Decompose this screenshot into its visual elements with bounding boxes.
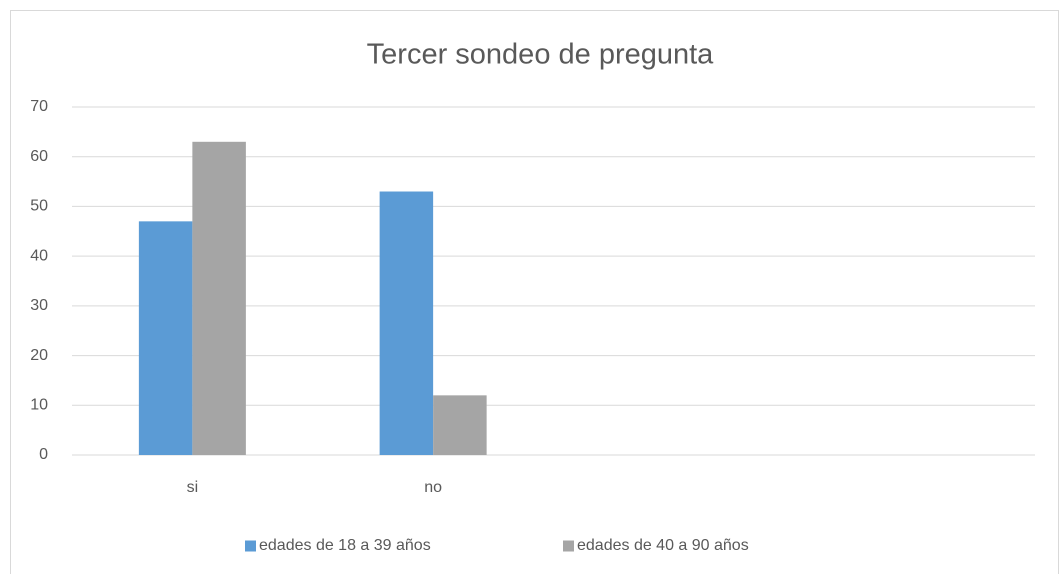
y-tick-label: 40: [30, 247, 48, 264]
legend-swatch: [563, 540, 574, 552]
x-tick-label: si: [187, 479, 199, 496]
chart-title: Tercer sondeo de pregunta: [367, 39, 714, 71]
legend-label: edades de 18 a 39 años: [259, 537, 431, 554]
y-tick-label: 70: [30, 98, 48, 115]
legend-swatch: [245, 540, 256, 552]
y-tick-label: 30: [30, 297, 48, 314]
y-tick-label: 0: [39, 446, 48, 463]
x-tick-label: no: [424, 479, 442, 496]
bar: [192, 141, 246, 456]
y-tick-label: 50: [30, 198, 48, 215]
legend-label: edades de 40 a 90 años: [577, 537, 749, 554]
bar: [138, 221, 193, 455]
y-tick-label: 20: [30, 347, 48, 364]
y-tick-label: 60: [30, 148, 48, 165]
bar: [433, 395, 487, 455]
y-tick-label: 10: [30, 397, 48, 414]
bar: [379, 191, 434, 455]
